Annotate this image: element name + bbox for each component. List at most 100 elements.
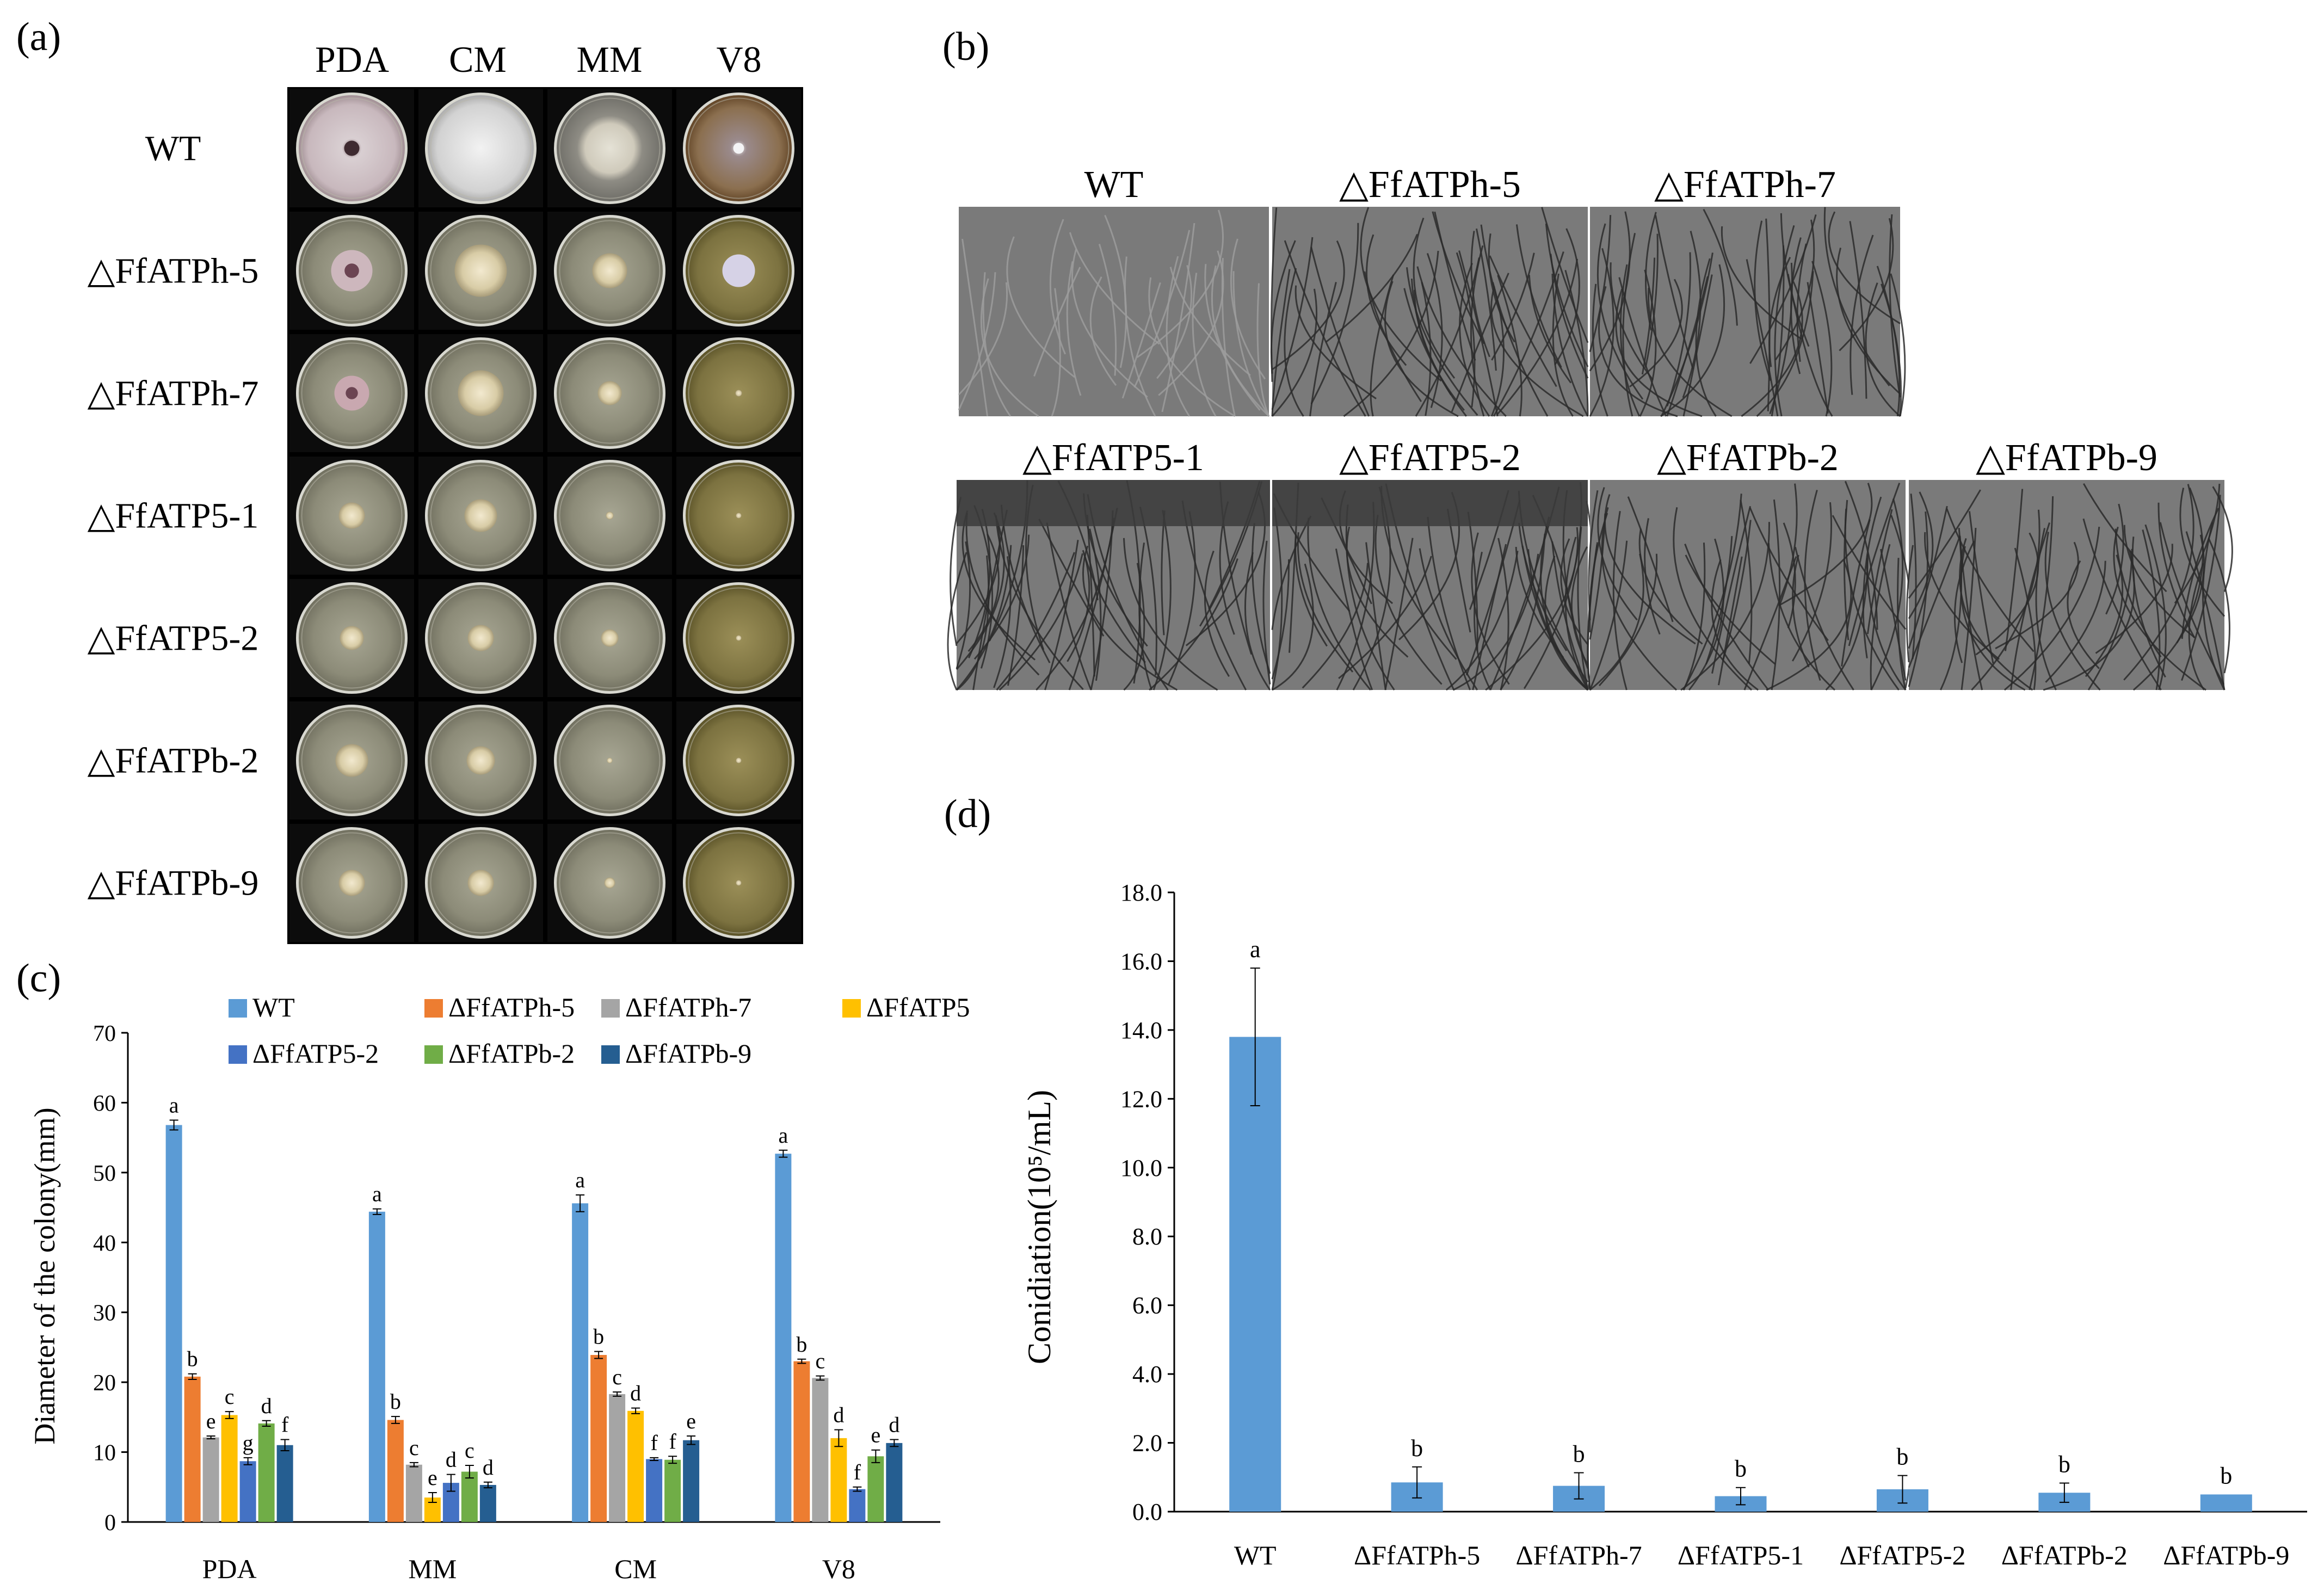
significance-letter: c (409, 1435, 419, 1460)
legend-label: ΔFfATPb-9 (625, 1038, 751, 1069)
row-label: △FfATPh-7 (88, 374, 259, 414)
bar (368, 1211, 385, 1522)
significance-letter: c (612, 1365, 622, 1389)
legend-label: ΔFfATP5-2 (252, 1038, 379, 1069)
micrograph-label: △FfATPh-7 (1654, 164, 1836, 206)
legend-swatch (229, 999, 247, 1018)
significance-letter: a (778, 1123, 788, 1148)
micrograph-label: △FfATPb-2 (1657, 437, 1839, 479)
bar (405, 1464, 422, 1522)
y-tick-label: 14.0 (1120, 1017, 1162, 1044)
chart-d-ylabel: Conidiation(10⁵/mL) (1021, 1090, 1057, 1364)
micrograph-label: △FfATP5-2 (1339, 437, 1521, 479)
x-tick-label: ΔFfATPh-5 (1354, 1540, 1480, 1570)
significance-letter: b (390, 1389, 401, 1414)
micrograph (1587, 480, 1913, 691)
petri-dish (676, 89, 801, 207)
legend-label: ΔFfATP5 (866, 992, 970, 1022)
petri-dish (547, 824, 672, 942)
bar (646, 1459, 663, 1522)
micrograph-label: △FfATPh-5 (1339, 164, 1521, 206)
bar (609, 1394, 626, 1522)
bar (867, 1456, 884, 1522)
x-tick-label: ΔFfATPb-2 (2001, 1540, 2128, 1570)
significance-letter: d (261, 1394, 272, 1418)
x-tick-label: ΔFfATPb-9 (2163, 1540, 2289, 1570)
legend-swatch (229, 1045, 247, 1064)
bar (1229, 1037, 1281, 1512)
y-tick-label: 2.0 (1132, 1430, 1162, 1457)
bar (2200, 1494, 2252, 1512)
row-label: △FfATP5-2 (88, 619, 259, 658)
bar (683, 1440, 700, 1522)
significance-letter: a (575, 1168, 585, 1192)
column-header-mm: MM (577, 39, 643, 80)
petri-dish (418, 334, 543, 452)
bar (590, 1355, 607, 1522)
significance-letter: e (428, 1465, 437, 1490)
bar (221, 1415, 238, 1522)
y-tick-label: 40 (93, 1231, 116, 1256)
row-label: WT (145, 129, 201, 169)
petri-dish (547, 701, 672, 819)
y-tick-label: 10 (93, 1441, 116, 1466)
significance-letter: b (2220, 1462, 2232, 1489)
legend-swatch (842, 999, 861, 1018)
petri-dish (547, 457, 672, 575)
micrograph (1906, 480, 2233, 691)
significance-letter: a (372, 1182, 382, 1206)
bar (793, 1361, 810, 1522)
legend-label: WT (252, 992, 295, 1022)
x-tick-label: ΔFfATP5-1 (1678, 1540, 1804, 1570)
petri-dish (418, 457, 543, 575)
bar (387, 1420, 404, 1522)
petri-dish (289, 701, 414, 819)
petri-dish (547, 334, 672, 452)
chart-c-ylabel: Diameter of the colony(mm) (28, 1107, 61, 1444)
micrograph (1589, 207, 1906, 417)
x-tick-label: ΔFfATP5-2 (1839, 1540, 1965, 1570)
petri-dish (289, 334, 414, 452)
row-label: △FfATP5-1 (88, 496, 259, 536)
y-tick-label: 30 (93, 1301, 116, 1326)
significance-letter: b (593, 1324, 604, 1349)
legend-swatch (601, 999, 620, 1018)
petri-dish (418, 579, 543, 697)
significance-letter: b (187, 1347, 198, 1371)
bar (664, 1459, 681, 1522)
column-header-cm: CM (449, 39, 507, 80)
petri-dish (289, 824, 414, 942)
bar (849, 1489, 866, 1522)
significance-letter: f (281, 1412, 289, 1437)
chart-conidiation: Conidiation(10⁵/mL) 0.0 2.0 4.0 6.0 8.0 10.0 1… (1021, 879, 2307, 1570)
panel-b-micrographs: WT △FfATPh-5 △FfATPh-7 △FfATP5-1 △FfATP5-2 △F… (947, 164, 2233, 691)
chart-colony-diameter: WT ΔFfATPh-5 ΔFfATPh-7 ΔFfATP5 ΔFfATP5-2 ΔFfA… (28, 992, 970, 1584)
significance-letter: c (225, 1384, 235, 1409)
legend-swatch (424, 1045, 443, 1064)
petri-dish (547, 579, 672, 697)
significance-letter: b (1896, 1444, 1908, 1470)
y-tick-label: 6.0 (1132, 1292, 1162, 1319)
petri-dish (418, 824, 543, 942)
petri-dish (676, 212, 801, 330)
bar (165, 1125, 182, 1522)
significance-letter: d (889, 1412, 899, 1437)
significance-letter: c (465, 1438, 474, 1463)
significance-letter: b (1735, 1456, 1747, 1482)
petri-dish (418, 701, 543, 819)
significance-letter: f (650, 1431, 658, 1455)
significance-letter: a (169, 1093, 179, 1118)
legend-swatch (424, 999, 443, 1018)
bar (886, 1443, 903, 1522)
panel-a-dish-grid: PDA CM MM V8 WT △FfATPh-5 △FfATPh-7 △FfATP5-1 △… (88, 39, 803, 944)
petri-dish (289, 457, 414, 575)
bar (775, 1154, 792, 1522)
legend-swatch (601, 1045, 620, 1064)
significance-letter: c (815, 1349, 825, 1373)
petri-dish (289, 212, 414, 330)
petri-dish (676, 579, 801, 697)
y-tick-label: 0 (104, 1511, 116, 1536)
petri-dish (289, 579, 414, 697)
petri-dish (676, 824, 801, 942)
